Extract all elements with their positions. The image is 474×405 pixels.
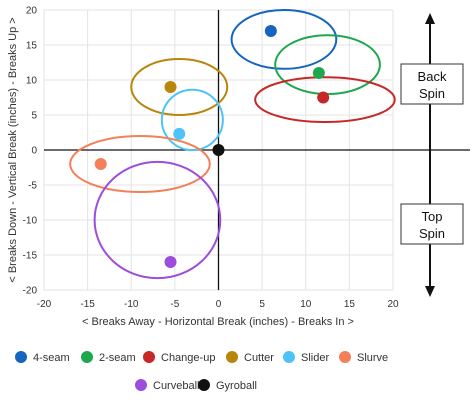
back-spin-label-line1: Back (418, 69, 447, 84)
spin-arrow-down-head (425, 286, 435, 297)
y-tick-label: -20 (23, 286, 38, 297)
y-tick-label: 5 (31, 111, 37, 122)
legend-label-curveball: Curveball (153, 380, 199, 392)
legend-marker-cutter (226, 351, 238, 363)
point-cutter (164, 81, 177, 93)
back-spin-label-line2: Spin (419, 86, 445, 101)
legend-label-slider: Slider (301, 352, 329, 364)
legend-marker-slurve (339, 351, 351, 363)
x-tick-label: 0 (216, 299, 222, 310)
y-tick-label: -15 (23, 251, 38, 262)
ellipse-slurve (69, 135, 211, 193)
x-tick-label: -5 (170, 299, 179, 310)
point-slurve (94, 158, 107, 170)
legend-marker-gyroball (198, 379, 210, 391)
x-tick-label: 20 (387, 299, 399, 310)
point-4-seam (264, 25, 277, 37)
point-change-up (317, 91, 330, 104)
legend-label-2-seam: 2-seam (99, 352, 136, 364)
ellipse-cutter (130, 58, 229, 116)
y-tick-label: 15 (26, 41, 38, 52)
ellipse-curveball (93, 160, 222, 280)
data-points (94, 25, 330, 268)
spin-annotation: Back Spin Top Spin (400, 13, 464, 297)
y-tick-label: 0 (31, 146, 37, 157)
x-tick-label: 10 (300, 299, 312, 310)
legend-label-cutter: Cutter (244, 352, 274, 364)
axes (44, 10, 470, 290)
point-slider (173, 127, 186, 140)
legend-label-gyroball: Gyroball (216, 380, 257, 392)
y-tick-label: -10 (23, 216, 38, 227)
top-spin-box (400, 203, 464, 245)
x-tick-label: -10 (124, 299, 139, 310)
tick-labels: -20 -15 -10 -5 0 5 10 15 20 -20 -15 -10 -5 0 5 10 15 20 (23, 6, 399, 311)
x-tick-label: -15 (80, 299, 95, 310)
ellipse-change-up (254, 76, 396, 123)
legend-label-4-seam: 4-seam (33, 352, 70, 364)
top-spin-label-line1: Top (422, 209, 443, 224)
legend-marker-change-up (143, 351, 155, 363)
legend-marker-slider (283, 351, 295, 363)
spin-arrow-up-head (425, 13, 435, 24)
x-tick-label: 5 (259, 299, 265, 310)
y-axis-title: < Breaks Down - Vertical Break (inches) … (7, 17, 19, 282)
point-2-seam (312, 67, 325, 79)
ellipse-2-seam (274, 34, 381, 95)
x-tick-label: -20 (37, 299, 52, 310)
x-axis-title: < Breaks Away - Horizontal Break (inches… (82, 316, 354, 328)
top-spin-label-line2: Spin (419, 226, 445, 241)
legend-marker-curveball (135, 379, 147, 391)
ellipses (69, 9, 396, 280)
y-tick-label: 10 (26, 76, 38, 87)
ellipse-4-seam (230, 9, 338, 70)
legend-marker-4-seam (15, 351, 27, 363)
x-tick-label: 15 (344, 299, 356, 310)
legend-label-change-up: Change-up (161, 352, 215, 364)
legend-marker-2-seam (81, 351, 93, 363)
legend-label-slurve: Slurve (357, 352, 388, 364)
ellipse-slider (160, 88, 224, 152)
point-curveball (164, 256, 177, 268)
back-spin-box (400, 63, 464, 105)
y-tick-label: 20 (26, 6, 38, 17)
y-tick-label: -5 (28, 181, 37, 192)
point-gyroball (212, 144, 225, 156)
legend: 4-seam 2-seam Change-up Cutter Slider Slurve C… (15, 351, 388, 392)
